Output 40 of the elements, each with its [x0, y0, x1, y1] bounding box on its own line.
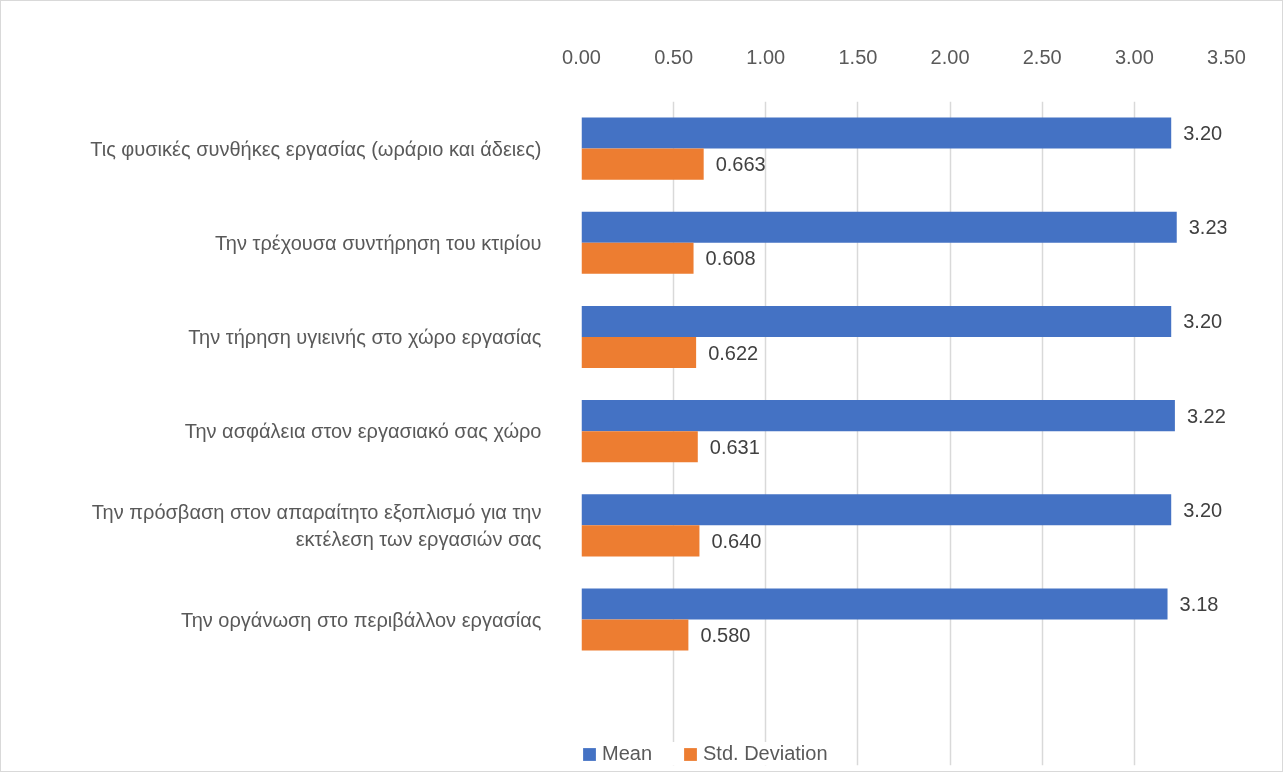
data-label: 3.22 [1186, 404, 1226, 427]
x-tick-label: 0.00 [562, 45, 601, 68]
x-tick-label: 0.50 [654, 45, 694, 68]
bar [581, 211, 1177, 243]
x-tick-label: 1.00 [746, 45, 786, 68]
x-tick-label: 2.50 [1022, 45, 1062, 68]
bar [581, 242, 694, 274]
data-label: 0.631 [709, 435, 760, 458]
bar [581, 431, 698, 463]
data-label: 3.23 [1188, 216, 1228, 239]
data-label: 3.20 [1183, 498, 1223, 521]
y-tick-label: Την τρέχουσα συντήρηση του κτιρίου [215, 231, 542, 254]
y-tick-label: Την οργάνωση στο περιβάλλον εργασίας [180, 608, 542, 631]
x-tick-label: 1.50 [838, 45, 878, 68]
legend-label: Mean [602, 742, 653, 765]
bar [581, 619, 689, 651]
data-label: 0.663 [715, 153, 766, 176]
y-tick-label: Την τήρηση υγιεινής στο χώρο εργασίας [188, 325, 542, 348]
x-tick-label: 3.50 [1207, 45, 1246, 68]
data-label: 3.20 [1183, 122, 1223, 145]
bar [581, 525, 700, 557]
y-tick-label: Την ασφάλεια στον εργασιακό σας χώρο [184, 420, 542, 443]
data-label: 0.580 [700, 624, 751, 647]
legend-label: Std. Deviation [703, 742, 828, 765]
data-label: 0.640 [711, 529, 762, 552]
x-tick-label: 3.00 [1114, 45, 1154, 68]
y-tick-label: Τις φυσικές συνθήκες εργασίας (ωράριο και άδειες) [90, 137, 542, 160]
bar [581, 336, 697, 369]
data-label: 0.608 [705, 247, 756, 270]
data-label: 3.18 [1179, 592, 1219, 615]
x-tick-label: 2.00 [930, 45, 970, 68]
bar [581, 117, 1172, 149]
bar [581, 400, 1175, 432]
y-tick-label: Την πρόσβαση στον απαραίτητο εξοπλισμό για την εκτέλεση των εργασιών σας [91, 501, 542, 550]
bar [581, 305, 1172, 337]
data-label: 0.622 [708, 341, 759, 364]
bar [581, 588, 1168, 620]
data-label: 3.20 [1183, 310, 1223, 333]
bar [581, 148, 704, 180]
bar [581, 494, 1172, 526]
